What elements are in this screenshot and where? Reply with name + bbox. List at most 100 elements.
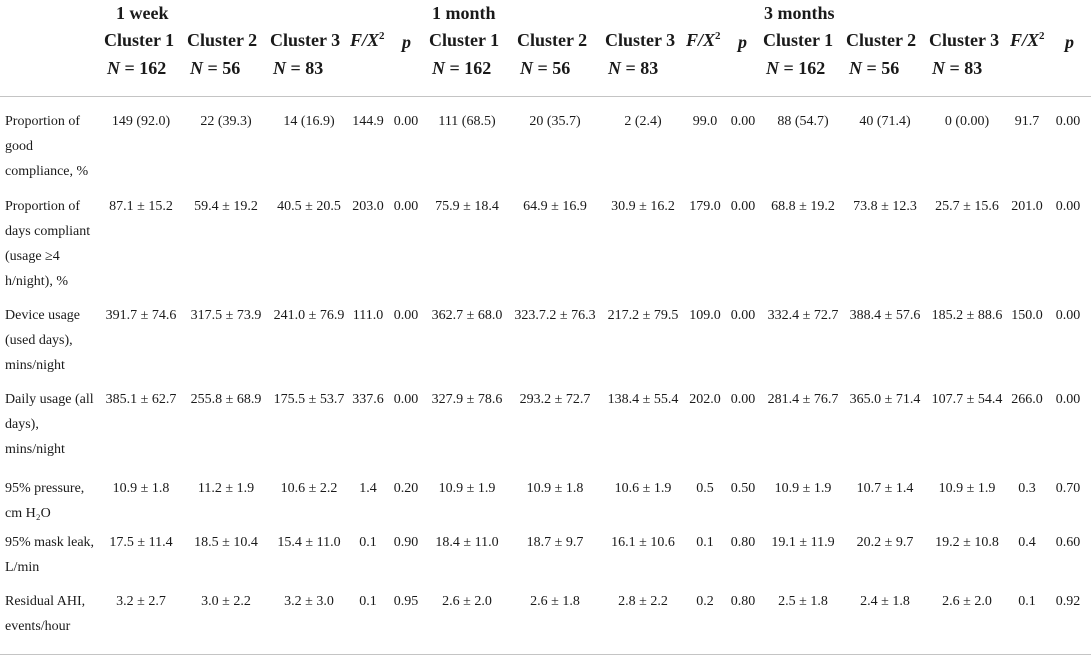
cluster-n-header: N = 56 bbox=[190, 58, 241, 78]
table-cell: 10.9 ± 1.9 bbox=[438, 481, 496, 496]
cluster-header: Cluster 2 bbox=[187, 30, 258, 50]
table-cell: 0.4 bbox=[1018, 535, 1036, 550]
table-cell: 2.5 ± 1.8 bbox=[778, 594, 828, 609]
stat-header: F/X2 bbox=[686, 30, 721, 50]
table-cell: 68.8 ± 19.2 bbox=[771, 199, 835, 214]
table-cell: 18.7 ± 9.7 bbox=[526, 535, 584, 550]
table-cell: 19.2 ± 10.8 bbox=[935, 535, 999, 550]
table-cell: 0.00 bbox=[1055, 199, 1081, 214]
table-cell: 203.0 bbox=[352, 199, 384, 214]
table-cell: 20.2 ± 9.7 bbox=[856, 535, 914, 550]
row-label: 95% mask leak, L/min bbox=[5, 535, 95, 575]
row-label: Device usage (used days), mins/night bbox=[5, 308, 81, 373]
table-cell: 266.0 bbox=[1011, 392, 1043, 407]
table-cell: 391.7 ± 74.6 bbox=[105, 308, 177, 323]
p-header: p bbox=[402, 32, 411, 52]
table-cell: 3.0 ± 2.2 bbox=[201, 594, 251, 609]
bottom-rule bbox=[0, 654, 1091, 655]
table-cell: 19.1 ± 11.9 bbox=[771, 535, 835, 550]
table-cell: 111 (68.5) bbox=[438, 114, 496, 129]
table-cell: 0.00 bbox=[393, 114, 419, 129]
table-cell: 0.00 bbox=[393, 308, 419, 323]
row-label: Proportion of good compliance, % bbox=[5, 114, 89, 179]
stat-header: F/X2 bbox=[350, 30, 385, 50]
table-cell: 1.4 bbox=[359, 481, 377, 496]
table-cell: 10.7 ± 1.4 bbox=[856, 481, 914, 496]
table-cell: 0.80 bbox=[730, 594, 756, 609]
cluster-n-header: N = 83 bbox=[932, 58, 983, 78]
table-cell: 40 (71.4) bbox=[859, 114, 911, 129]
table-cell: 0.3 bbox=[1018, 481, 1036, 496]
p-header: p bbox=[738, 32, 747, 52]
table-cell: 0 (0.00) bbox=[944, 114, 990, 129]
table-cell: 202.0 bbox=[689, 392, 721, 407]
table-cell: 317.5 ± 73.9 bbox=[190, 308, 262, 323]
cluster-n-header: N = 162 bbox=[107, 58, 167, 78]
cluster-n-header: N = 83 bbox=[608, 58, 659, 78]
table-cell: 337.6 bbox=[352, 392, 384, 407]
time-point-header: 3 months bbox=[764, 3, 835, 23]
table-cell: 3.2 ± 2.7 bbox=[116, 594, 166, 609]
row-label: Daily usage (all days), mins/night bbox=[5, 392, 94, 457]
row-label: Residual AHI, events/hour bbox=[5, 594, 86, 634]
cluster-n-header: N = 56 bbox=[520, 58, 571, 78]
table-cell: 14 (16.9) bbox=[283, 114, 335, 129]
time-point-header: 1 week bbox=[116, 3, 169, 23]
table-cell: 0.00 bbox=[393, 392, 419, 407]
table-cell: 87.1 ± 15.2 bbox=[109, 199, 173, 214]
cluster-header: Cluster 2 bbox=[846, 30, 917, 50]
table-cell: 0.00 bbox=[730, 392, 756, 407]
p-header: p bbox=[1065, 32, 1074, 52]
table-cell: 2.6 ± 2.0 bbox=[942, 594, 992, 609]
table-cell: 323.7.2 ± 76.3 bbox=[514, 308, 596, 323]
table-cell: 73.8 ± 12.3 bbox=[853, 199, 917, 214]
table-cell: 18.5 ± 10.4 bbox=[194, 535, 258, 550]
table-cell: 88 (54.7) bbox=[777, 114, 829, 129]
cluster-n-header: N = 162 bbox=[766, 58, 826, 78]
table-cell: 362.7 ± 68.0 bbox=[431, 308, 503, 323]
table-cell: 0.00 bbox=[1055, 308, 1081, 323]
table-cell: 64.9 ± 16.9 bbox=[523, 199, 587, 214]
table-cell: 10.9 ± 1.9 bbox=[774, 481, 832, 496]
table-cell: 281.4 ± 76.7 bbox=[767, 392, 839, 407]
table-cell: 99.0 bbox=[692, 114, 718, 129]
table-cell: 40.5 ± 20.5 bbox=[277, 199, 341, 214]
cluster-header: Cluster 1 bbox=[429, 30, 500, 50]
cluster-header: Cluster 1 bbox=[763, 30, 834, 50]
table-cell: 388.4 ± 57.6 bbox=[849, 308, 921, 323]
table-cell: 0.90 bbox=[393, 535, 419, 550]
table-cell: 0.60 bbox=[1055, 535, 1081, 550]
table-cell: 0.1 bbox=[1018, 594, 1036, 609]
table-cell: 0.50 bbox=[730, 481, 756, 496]
cluster-header: Cluster 2 bbox=[517, 30, 588, 50]
table-cell: 332.4 ± 72.7 bbox=[767, 308, 839, 323]
table-cell: 59.4 ± 19.2 bbox=[194, 199, 258, 214]
table-cell: 0.2 bbox=[696, 594, 714, 609]
table-cell: 175.5 ± 53.7 bbox=[273, 392, 345, 407]
table-cell: 2.8 ± 2.2 bbox=[618, 594, 668, 609]
table-cell: 0.00 bbox=[393, 199, 419, 214]
table-cell: 0.92 bbox=[1055, 594, 1081, 609]
table-cell: 179.0 bbox=[689, 199, 721, 214]
table-cell: 144.9 bbox=[352, 114, 384, 129]
table-cell: 75.9 ± 18.4 bbox=[435, 199, 499, 214]
table-cell: 365.0 ± 71.4 bbox=[849, 392, 921, 407]
table-cell: 0.95 bbox=[393, 594, 419, 609]
table-cell: 0.5 bbox=[696, 481, 714, 496]
table-cell: 17.5 ± 11.4 bbox=[109, 535, 173, 550]
cluster-header: Cluster 3 bbox=[605, 30, 676, 50]
table-cell: 185.2 ± 88.6 bbox=[931, 308, 1003, 323]
table-cell: 2.4 ± 1.8 bbox=[860, 594, 910, 609]
table-cell: 22 (39.3) bbox=[200, 114, 252, 129]
cluster-n-header: N = 56 bbox=[849, 58, 900, 78]
cluster-header: Cluster 3 bbox=[929, 30, 1000, 50]
table-cell: 217.2 ± 79.5 bbox=[607, 308, 679, 323]
table-cell: 201.0 bbox=[1011, 199, 1043, 214]
table-cell: 2.6 ± 2.0 bbox=[442, 594, 492, 609]
table-cell: 149 (92.0) bbox=[111, 114, 171, 129]
table-cell: 111.0 bbox=[352, 308, 384, 323]
table-cell: 0.80 bbox=[730, 535, 756, 550]
table-cell: 0.00 bbox=[1055, 392, 1081, 407]
table-cell: 11.2 ± 1.9 bbox=[197, 481, 255, 496]
row-label: 95% pressure, cm H₂O bbox=[5, 481, 85, 521]
